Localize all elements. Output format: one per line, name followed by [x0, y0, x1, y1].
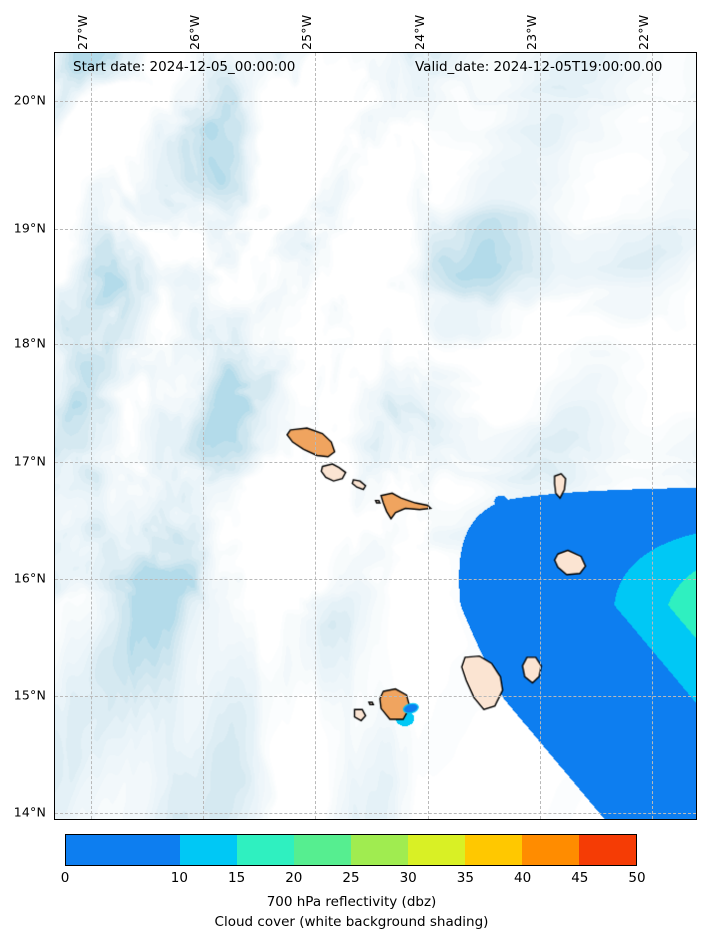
vertical-gridline [315, 53, 316, 819]
horizontal-gridline [55, 229, 696, 230]
longitude-tick-label: 25°W [299, 14, 314, 50]
reflectivity-cloud-canvas [55, 53, 696, 819]
colorbar[interactable] [65, 834, 637, 866]
colorbar-segment [66, 835, 180, 865]
longitude-tick-label: 24°W [412, 14, 427, 50]
colorbar-tick-label: 30 [399, 870, 417, 886]
latitude-tick-label: 18°N [13, 335, 46, 351]
colorbar-segment [294, 835, 351, 865]
vertical-gridline [428, 53, 429, 819]
map-panel[interactable]: Start date: 2024-12-05_00:00:00 Valid_da… [54, 52, 697, 820]
latitude-tick-label: 17°N [13, 453, 46, 469]
colorbar-tick-label: 45 [571, 870, 589, 886]
colorbar-tick-label: 0 [60, 870, 70, 886]
colorbar-tick-label: 20 [285, 870, 303, 886]
colorbar-tick-label: 15 [228, 870, 246, 886]
colorbar-tick-label: 25 [342, 870, 360, 886]
colorbar-tick-label: 50 [628, 870, 646, 886]
vertical-gridline [540, 53, 541, 819]
colorbar-segment [237, 835, 294, 865]
longitude-tick-label: 26°W [187, 14, 202, 50]
vertical-gridline [652, 53, 653, 819]
colorbar-tick-label: 35 [456, 870, 474, 886]
latitude-tick-label: 15°N [13, 687, 46, 703]
latitude-tick-label: 14°N [13, 804, 46, 820]
colorbar-section: 0 10 15 20 25 30 35 40 45 50 700 hPa reflectivity… [0, 832, 703, 942]
horizontal-gridline [55, 579, 696, 580]
colorbar-segment [351, 835, 408, 865]
horizontal-gridline [55, 813, 696, 814]
longitude-tick-label: 23°W [524, 14, 539, 50]
longitude-tick-label: 22°W [636, 14, 651, 50]
horizontal-gridline [55, 462, 696, 463]
horizontal-gridline [55, 696, 696, 697]
latitude-tick-label: 20°N [13, 92, 46, 108]
colorbar-caption: 700 hPa reflectivity (dbz) Cloud cover (… [0, 892, 703, 932]
longitude-tick-label: 27°W [75, 14, 90, 50]
vertical-gridline [91, 53, 92, 819]
colorbar-segment [579, 835, 636, 865]
latitude-tick-label: 16°N [13, 570, 46, 586]
colorbar-ticks: 0 10 15 20 25 30 35 40 45 50 [0, 870, 703, 890]
horizontal-gridline [55, 344, 696, 345]
colorbar-caption-line2: Cloud cover (white background shading) [214, 914, 489, 930]
horizontal-gridline [55, 101, 696, 102]
latitude-tick-label: 19°N [13, 220, 46, 236]
colorbar-segment [522, 835, 579, 865]
colorbar-tick-label: 10 [170, 870, 188, 886]
colorbar-tick-label: 40 [514, 870, 532, 886]
colorbar-segment [465, 835, 522, 865]
colorbar-caption-line1: 700 hPa reflectivity (dbz) [266, 894, 437, 910]
colorbar-segment [408, 835, 465, 865]
latitude-axis: 20°N 19°N 18°N 17°N 16°N 15°N 14°N [0, 0, 54, 942]
colorbar-segment [180, 835, 237, 865]
vertical-gridline [203, 53, 204, 819]
longitude-axis: 27°W 26°W 25°W 24°W 23°W 22°W [0, 0, 703, 52]
